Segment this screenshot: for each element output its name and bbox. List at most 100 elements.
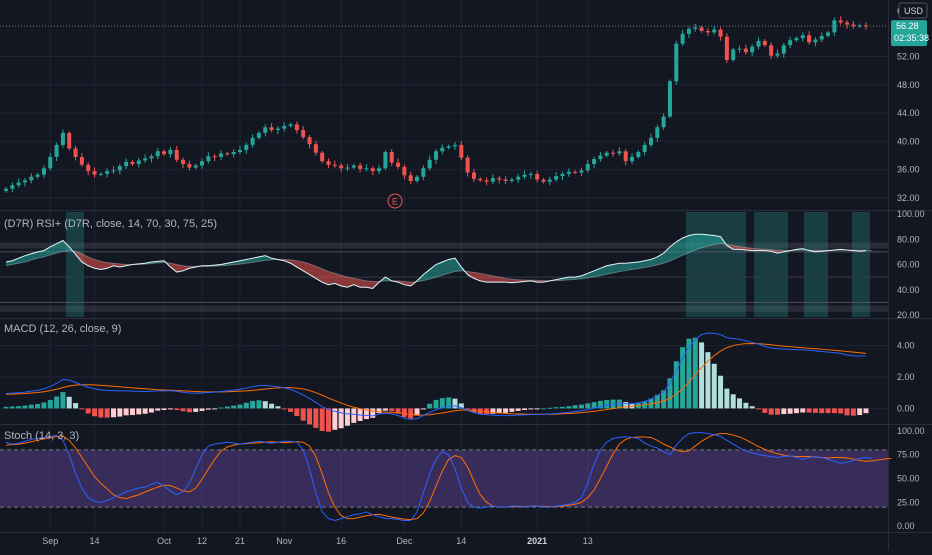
macd-hist-bar-103 [654,394,660,409]
rsi-fill-57 [366,280,373,289]
earnings-marker-label: E [392,197,398,207]
macd-hist-bar-21 [136,408,142,415]
macd-hist-bar-93 [591,402,597,409]
rsi-shade-1 [686,212,746,317]
macd-hist-bar-16 [104,408,110,418]
candle-124 [788,40,793,46]
rsi-fill-51 [328,271,335,285]
macd-hist-bar-136 [863,408,869,414]
macd-hist-bar-72 [458,403,464,409]
candle-85 [541,179,546,182]
x-axis-label-2: Oct [157,536,172,546]
candle-14 [92,171,97,175]
macd-hist-bar-45 [288,408,294,412]
candle-78 [497,178,502,180]
macd-hist-bar-69 [439,398,445,409]
stoch-band [0,449,888,508]
macd-hist-bar-95 [604,399,610,409]
macd-hist-bar-84 [534,408,540,410]
macd-hist-bar-44 [281,408,287,410]
rsi-fill-16 [107,262,114,269]
candle-76 [484,180,489,182]
macd-hist-bar-120 [762,408,768,413]
macd-hist-bar-77 [490,408,496,414]
macd-hist-bar-65 [414,408,420,416]
rsi-fill-69 [442,259,449,276]
macd-hist-bar-87 [553,407,559,409]
candle-17 [111,170,116,172]
macd-hist-bar-128 [812,408,818,413]
macd-hist-bar-20 [129,408,135,416]
macd-hist-bar-124 [787,408,793,414]
rsi-fill-75 [480,273,487,283]
rsi-tick-1: 80.00 [897,234,920,244]
rsi-fill-48 [309,263,316,279]
macd-hist-bar-30 [193,408,199,412]
candle-81 [516,176,521,180]
rsi-fill-98 [625,262,633,271]
candle-72 [459,144,464,158]
candle-33 [212,156,217,158]
rsi-fill-45 [290,259,297,268]
x-axis-label-0: Sep [42,536,58,546]
rsi-fill-79 [505,278,512,283]
rsi-fill-112 [714,235,721,245]
candle-70 [446,146,451,148]
macd-hist-bar-129 [819,408,825,414]
macd-hist-bar-47 [300,408,306,421]
macd-hist-bar-112 [711,363,717,409]
macd-hist-bar-90 [572,405,578,409]
candle-88 [560,173,565,177]
macd-hist-bar-46 [294,408,300,416]
candle-129 [819,35,824,40]
rsi-fill-101 [644,259,651,268]
macd-hist-bar-71 [452,398,458,409]
rsi-fill-100 [638,260,645,269]
macd-tick-1: 2.00 [897,372,915,382]
candle-77 [490,178,495,182]
currency-label: USD [904,6,924,16]
rsi-shade-3 [804,212,828,317]
candle-21 [136,160,141,165]
macd-hist-bar-88 [559,406,565,409]
rsi-fill-111 [707,234,715,247]
macd-hist-bar-126 [800,408,806,413]
rsi-fill-91 [581,273,588,279]
macd-hist-bar-113 [718,375,724,409]
x-axis-label-5: Nov [276,536,293,546]
candle-31 [200,161,205,166]
price-tick-5: 32.00 [897,193,920,203]
macd-signal-line [5,343,867,416]
candle-102 [649,137,653,145]
candle-35 [225,153,230,155]
stoch-title[interactable]: Stoch (14, 3, 3) [4,430,80,442]
macd-title[interactable]: MACD (12, 26, close, 9) [4,323,122,335]
candle-62 [396,162,401,167]
candle-95 [604,152,609,156]
macd-hist-bar-23 [148,408,154,413]
candle-133 [845,22,850,25]
macd-hist-bar-24 [155,408,161,411]
macd-hist-bar-114 [724,388,730,409]
rsi-fill-26 [170,263,177,273]
candle-23 [149,156,154,159]
candle-67 [427,159,432,169]
rsi-fill-4 [31,251,38,261]
macd-hist-bar-59 [376,408,382,414]
rsi-fill-68 [436,261,443,278]
macd-hist-bar-51 [326,408,331,432]
macd-hist-bar-94 [597,400,603,409]
macd-hist-bar-91 [578,404,584,409]
candle-111 [705,30,710,33]
candle-7 [48,156,53,169]
macd-hist-bar-115 [730,394,736,409]
macd-hist-bar-2 [16,406,22,409]
rsi-title[interactable]: (D7R) RSI+ (D7R, close, 14, 70, 30, 75, … [4,218,218,230]
macd-hist-bar-63 [401,408,407,417]
candle-43 [275,128,280,131]
macd-hist-bar-62 [395,408,401,414]
rsi-shade-4 [852,212,870,317]
rsi-fill-54 [347,277,354,288]
